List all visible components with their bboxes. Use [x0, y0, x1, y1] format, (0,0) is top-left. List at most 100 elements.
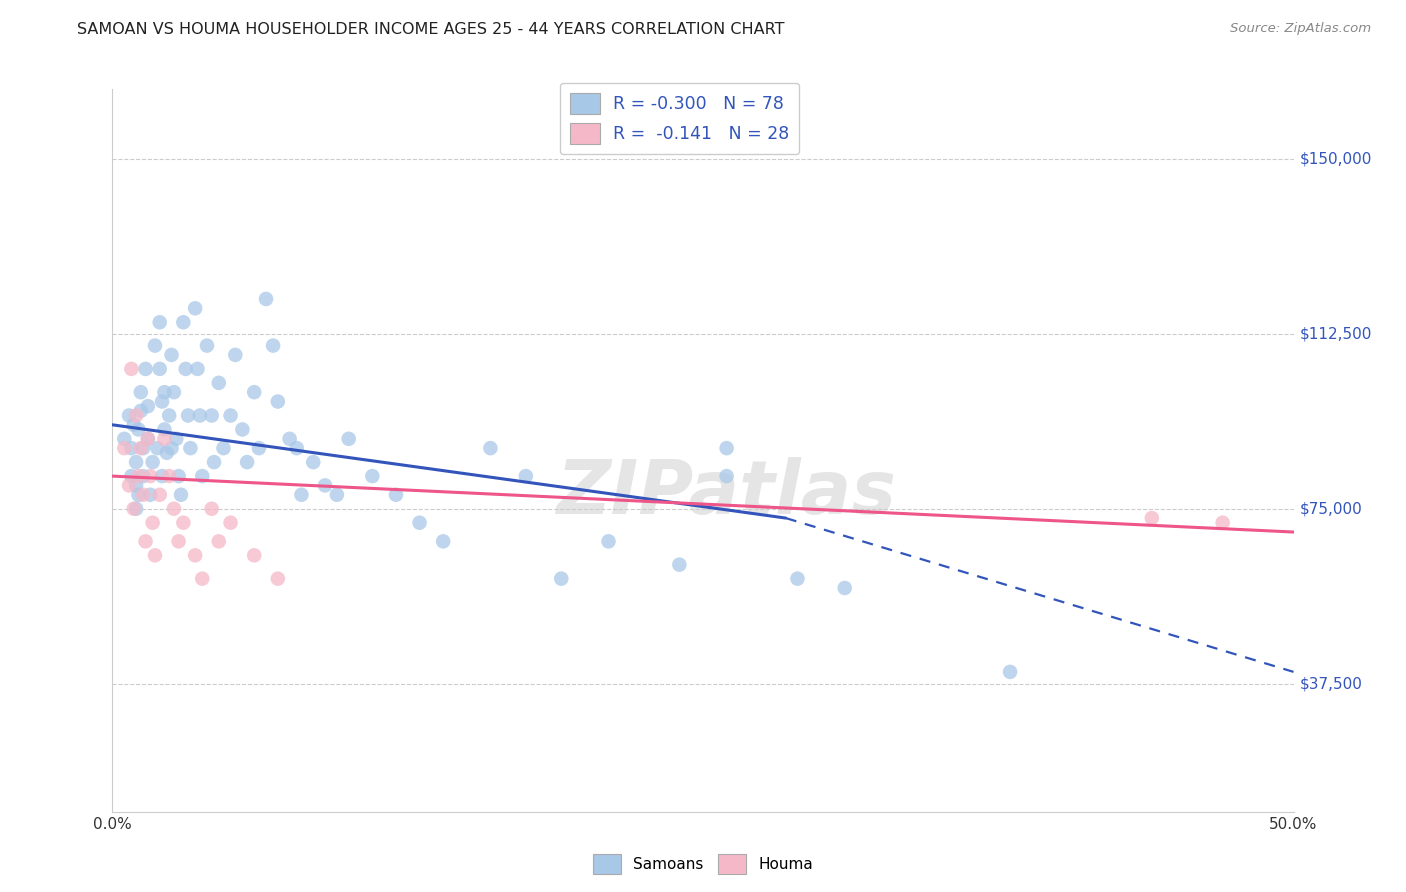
- Point: [120, 362, 142, 376]
- Point: [122, 417, 145, 432]
- Point: [262, 338, 284, 352]
- Point: [267, 394, 290, 409]
- Text: $112,500: $112,500: [1299, 326, 1372, 342]
- Point: [184, 301, 207, 316]
- Point: [163, 385, 186, 400]
- Point: [515, 469, 537, 483]
- Point: [201, 409, 224, 423]
- Point: [112, 432, 135, 446]
- Point: [254, 292, 277, 306]
- Point: [118, 478, 141, 492]
- Point: [188, 409, 211, 423]
- Point: [132, 469, 155, 483]
- Point: [224, 348, 246, 362]
- Point: [278, 432, 301, 446]
- Point: [160, 348, 183, 362]
- Point: [129, 385, 152, 400]
- Point: [172, 516, 194, 530]
- Point: [236, 455, 259, 469]
- Point: [153, 432, 176, 446]
- Point: [267, 572, 290, 586]
- Point: [177, 409, 200, 423]
- Point: [118, 409, 141, 423]
- Point: [156, 446, 179, 460]
- Text: ZIPatlas: ZIPatlas: [557, 458, 897, 531]
- Point: [668, 558, 690, 572]
- Point: [212, 441, 235, 455]
- Point: [120, 441, 142, 455]
- Point: [149, 315, 172, 329]
- Point: [167, 469, 190, 483]
- Point: [163, 501, 186, 516]
- Point: [834, 581, 856, 595]
- Text: $37,500: $37,500: [1299, 676, 1362, 691]
- Point: [219, 409, 242, 423]
- Point: [208, 534, 231, 549]
- Point: [167, 534, 190, 549]
- Point: [125, 478, 148, 492]
- Point: [136, 432, 159, 446]
- Point: [157, 409, 180, 423]
- Point: [184, 549, 207, 563]
- Point: [139, 488, 162, 502]
- Point: [326, 488, 349, 502]
- Point: [125, 409, 148, 423]
- Point: [127, 488, 149, 502]
- Point: [231, 422, 253, 436]
- Point: [219, 516, 242, 530]
- Point: [143, 549, 166, 563]
- Point: [479, 441, 502, 455]
- Point: [337, 432, 360, 446]
- Point: [998, 665, 1021, 679]
- Point: [786, 572, 808, 586]
- Point: [385, 488, 408, 502]
- Point: [243, 549, 266, 563]
- Point: [139, 469, 162, 483]
- Point: [146, 441, 169, 455]
- Point: [247, 441, 270, 455]
- Point: [160, 441, 183, 455]
- Point: [129, 441, 152, 455]
- Point: [149, 362, 172, 376]
- Point: [201, 501, 224, 516]
- Point: [408, 516, 430, 530]
- Point: [432, 534, 454, 549]
- Point: [132, 488, 155, 502]
- Point: [150, 469, 173, 483]
- Point: [191, 469, 214, 483]
- Point: [136, 399, 159, 413]
- Point: [179, 441, 201, 455]
- Point: [157, 469, 180, 483]
- Point: [314, 478, 336, 492]
- Point: [165, 432, 187, 446]
- Point: [172, 315, 194, 329]
- Point: [153, 385, 176, 400]
- Point: [202, 455, 225, 469]
- Point: [174, 362, 197, 376]
- Point: [129, 404, 152, 418]
- Text: $150,000: $150,000: [1299, 152, 1372, 167]
- Point: [1212, 516, 1234, 530]
- Point: [191, 572, 214, 586]
- Point: [127, 422, 149, 436]
- Point: [135, 362, 157, 376]
- Point: [132, 441, 155, 455]
- Point: [143, 338, 166, 352]
- Point: [127, 469, 149, 483]
- Point: [142, 516, 165, 530]
- Point: [285, 441, 308, 455]
- Point: [170, 488, 193, 502]
- Point: [153, 422, 176, 436]
- Point: [122, 501, 145, 516]
- Point: [290, 488, 312, 502]
- Point: [186, 362, 208, 376]
- Text: Source: ZipAtlas.com: Source: ZipAtlas.com: [1230, 22, 1371, 36]
- Point: [142, 455, 165, 469]
- Point: [149, 488, 172, 502]
- Point: [150, 394, 173, 409]
- Point: [120, 469, 142, 483]
- Point: [361, 469, 384, 483]
- Text: SAMOAN VS HOUMA HOUSEHOLDER INCOME AGES 25 - 44 YEARS CORRELATION CHART: SAMOAN VS HOUMA HOUSEHOLDER INCOME AGES …: [77, 22, 785, 37]
- Legend: R = -0.300   N = 78, R =  -0.141   N = 28: R = -0.300 N = 78, R = -0.141 N = 28: [560, 83, 799, 154]
- Legend: Samoans, Houma: Samoans, Houma: [586, 848, 820, 880]
